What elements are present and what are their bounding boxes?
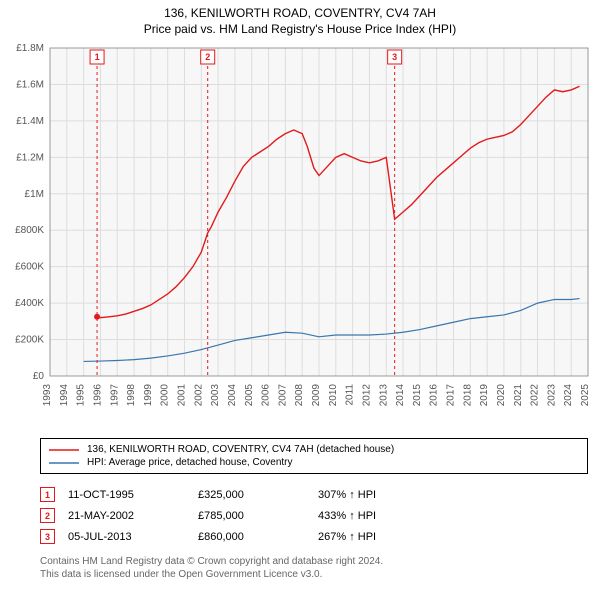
sale-marker: 1: [40, 487, 55, 502]
svg-text:2004: 2004: [227, 384, 238, 407]
svg-text:£1.8M: £1.8M: [16, 43, 44, 54]
svg-text:2020: 2020: [496, 384, 507, 407]
svg-text:£0: £0: [33, 371, 45, 382]
sale-price: £325,000: [198, 489, 318, 501]
svg-text:2003: 2003: [210, 384, 221, 407]
sale-price: £860,000: [198, 531, 318, 543]
sale-vs-hpi: 307% ↑ HPI: [318, 489, 438, 501]
legend-swatch-property: [49, 446, 79, 454]
svg-text:2022: 2022: [530, 384, 541, 407]
svg-text:2012: 2012: [361, 384, 372, 407]
svg-text:1997: 1997: [109, 384, 120, 407]
svg-text:2013: 2013: [378, 384, 389, 407]
svg-text:2001: 2001: [177, 384, 188, 407]
title-line-1: 136, KENILWORTH ROAD, COVENTRY, CV4 7AH: [0, 0, 600, 20]
svg-text:£400K: £400K: [15, 298, 44, 309]
svg-text:2021: 2021: [513, 384, 524, 407]
svg-text:£1.6M: £1.6M: [16, 79, 44, 90]
sale-vs-hpi: 433% ↑ HPI: [318, 510, 438, 522]
svg-text:2007: 2007: [277, 384, 288, 407]
title-line-2: Price paid vs. HM Land Registry's House …: [0, 20, 600, 42]
svg-text:1: 1: [95, 52, 100, 62]
legend-row-property: 136, KENILWORTH ROAD, COVENTRY, CV4 7AH …: [49, 443, 579, 456]
svg-text:2000: 2000: [160, 384, 171, 407]
svg-text:2019: 2019: [479, 384, 490, 407]
svg-text:£600K: £600K: [15, 262, 44, 273]
svg-text:1993: 1993: [42, 384, 53, 407]
sale-row: 2 21-MAY-2002£785,000433% ↑ HPI: [40, 505, 588, 526]
legend-row-hpi: HPI: Average price, detached house, Cove…: [49, 456, 579, 469]
svg-text:2002: 2002: [193, 384, 204, 407]
svg-text:2016: 2016: [429, 384, 440, 407]
sales-table: 1 11-OCT-1995£325,000307% ↑ HPI 2 21-MAY-20…: [40, 484, 588, 547]
footer-line-2: This data is licensed under the Open Gov…: [40, 568, 588, 581]
sale-price: £785,000: [198, 510, 318, 522]
svg-text:£1.2M: £1.2M: [16, 152, 44, 163]
sale-date: 11-OCT-1995: [68, 489, 198, 501]
svg-text:1998: 1998: [126, 384, 137, 407]
svg-text:2: 2: [205, 52, 210, 62]
svg-text:£800K: £800K: [15, 225, 44, 236]
sale-date: 21-MAY-2002: [68, 510, 198, 522]
svg-text:2010: 2010: [328, 384, 339, 407]
svg-text:2018: 2018: [462, 384, 473, 407]
legend-label-property: 136, KENILWORTH ROAD, COVENTRY, CV4 7AH …: [87, 444, 394, 455]
svg-text:2023: 2023: [546, 384, 557, 407]
svg-text:£1.4M: £1.4M: [16, 116, 44, 127]
svg-text:£1M: £1M: [25, 189, 44, 200]
svg-text:2014: 2014: [395, 384, 406, 407]
svg-text:2017: 2017: [446, 384, 457, 407]
chart-area: £0 £200K £400K £600K £800K £1M £1.2M £1.4M £1.6M…: [0, 42, 600, 432]
legend-swatch-hpi: [49, 459, 79, 467]
sale-marker: 2: [40, 508, 55, 523]
sale-vs-hpi: 267% ↑ HPI: [318, 531, 438, 543]
svg-text:2025: 2025: [580, 384, 591, 407]
svg-text:2024: 2024: [563, 384, 574, 407]
svg-text:2008: 2008: [294, 384, 305, 407]
svg-text:1994: 1994: [59, 384, 70, 407]
sale-marker: 3: [40, 529, 55, 544]
sale-row: 1 11-OCT-1995£325,000307% ↑ HPI: [40, 484, 588, 505]
svg-text:2009: 2009: [311, 384, 322, 407]
footer-line-1: Contains HM Land Registry data © Crown c…: [40, 555, 588, 568]
svg-text:1996: 1996: [92, 384, 103, 407]
sale-row: 3 05-JUL-2013£860,000267% ↑ HPI: [40, 526, 588, 547]
svg-text:1995: 1995: [76, 384, 87, 407]
footer: Contains HM Land Registry data © Crown c…: [40, 555, 588, 581]
svg-text:2005: 2005: [244, 384, 255, 407]
legend-label-hpi: HPI: Average price, detached house, Cove…: [87, 457, 293, 468]
chart-svg: £0 £200K £400K £600K £800K £1M £1.2M £1.4M £1.6M…: [0, 42, 600, 432]
sale-date: 05-JUL-2013: [68, 531, 198, 543]
legend: 136, KENILWORTH ROAD, COVENTRY, CV4 7AH …: [40, 438, 588, 474]
svg-text:3: 3: [392, 52, 397, 62]
svg-text:2011: 2011: [345, 384, 356, 406]
svg-text:1999: 1999: [143, 384, 154, 407]
svg-text:£200K: £200K: [15, 335, 44, 346]
svg-text:2006: 2006: [261, 384, 272, 407]
svg-text:2015: 2015: [412, 384, 423, 407]
